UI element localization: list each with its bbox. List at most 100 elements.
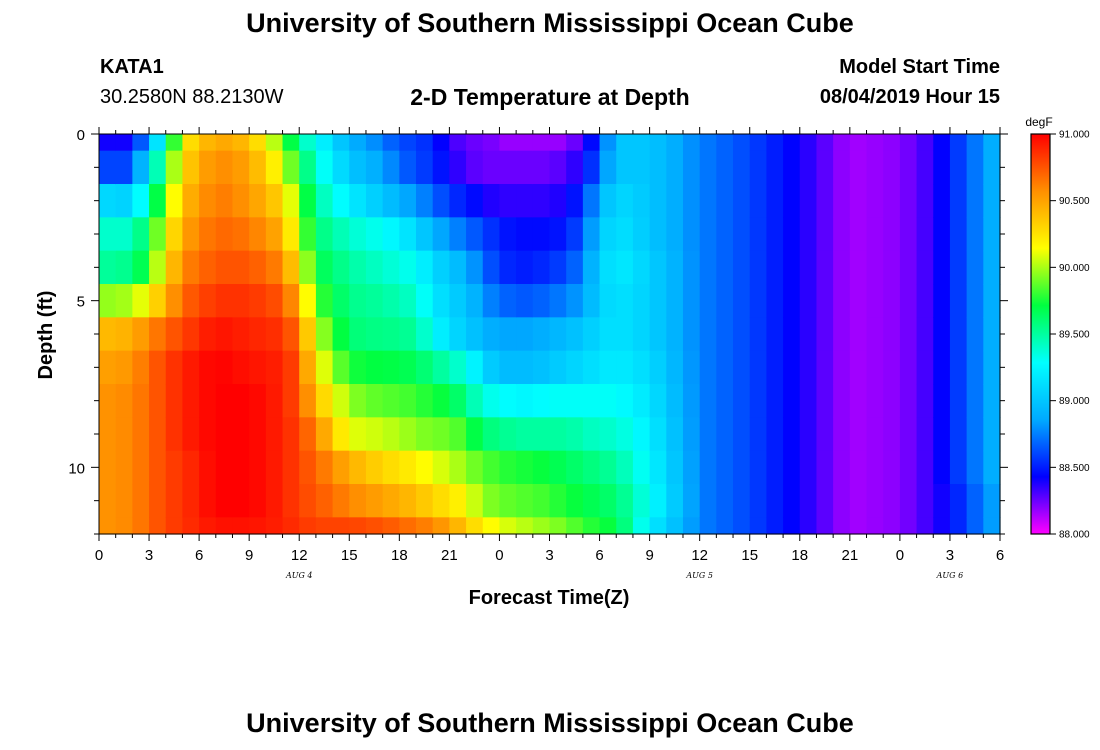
heatmap-cell <box>733 217 751 252</box>
heatmap-cell <box>132 250 150 285</box>
heatmap-cell <box>716 184 734 218</box>
heatmap-cell <box>766 134 784 152</box>
heatmap-cell <box>249 284 267 318</box>
heatmap-cell <box>265 417 284 452</box>
heatmap-cell <box>449 134 467 152</box>
heatmap-cell <box>516 184 534 218</box>
heatmap-cell <box>466 184 484 218</box>
heatmap-cell <box>215 384 234 418</box>
heatmap-cell <box>816 417 834 452</box>
heatmap-cell <box>916 134 934 152</box>
heatmap-cell <box>432 134 450 152</box>
heatmap-cell <box>466 150 484 185</box>
heatmap-cell <box>182 217 200 252</box>
heatmap-cell <box>799 150 818 185</box>
heatmap-cell <box>532 284 551 318</box>
heatmap-cell <box>899 284 918 318</box>
heatmap-cell <box>649 134 667 152</box>
heatmap-cell <box>883 250 901 285</box>
heatmap-cell <box>666 417 684 452</box>
heatmap-cell <box>249 250 267 285</box>
heatmap-cell <box>416 284 434 318</box>
heatmap-cell <box>883 384 901 418</box>
heatmap-cell <box>99 134 117 152</box>
heatmap-cell <box>966 217 984 252</box>
heatmap-cell <box>299 517 317 535</box>
heatmap-cell <box>766 317 784 352</box>
heatmap-cell <box>549 450 567 485</box>
heatmap-cell <box>365 517 384 535</box>
heatmap-cell <box>933 317 951 352</box>
heatmap-cell <box>632 134 651 152</box>
heatmap-cell <box>966 317 984 352</box>
heatmap-cell <box>816 517 834 535</box>
heatmap-cell <box>215 350 234 385</box>
x-axis-title: Forecast Time(Z) <box>469 587 630 609</box>
heatmap-cell <box>599 150 617 185</box>
heatmap-cell <box>99 450 117 485</box>
heatmap-cell <box>649 184 667 218</box>
heatmap-cell <box>382 484 400 518</box>
heatmap-cell <box>432 184 450 218</box>
heatmap-cell <box>349 317 367 352</box>
heatmap-cell <box>499 184 517 218</box>
heatmap-cell <box>449 250 467 285</box>
heatmap-cell <box>682 417 701 452</box>
heatmap-cell <box>182 250 200 285</box>
heatmap-cell <box>716 350 734 385</box>
heatmap-cell <box>499 450 517 485</box>
heatmap-cell <box>199 450 217 485</box>
heatmap-cell <box>399 384 417 418</box>
heatmap-cell <box>466 384 484 418</box>
heatmap-cell <box>482 417 501 452</box>
heatmap-cell <box>749 184 768 218</box>
heatmap-cell <box>315 150 334 185</box>
heatmap-cell <box>849 317 868 352</box>
heatmap-cell <box>532 317 551 352</box>
heatmap-cell <box>365 250 384 285</box>
heatmap-cell <box>849 284 868 318</box>
heatmap-cell <box>783 150 801 185</box>
heatmap-cell <box>766 284 784 318</box>
heatmap-cell <box>532 384 551 418</box>
heatmap-cell <box>466 284 484 318</box>
heatmap-cell <box>265 284 284 318</box>
heatmap-cell <box>983 250 1001 285</box>
y-tick-label: 0 <box>77 127 85 144</box>
heatmap-cells <box>99 134 1001 535</box>
heatmap-cell <box>983 417 1001 452</box>
heatmap-cell <box>699 484 717 518</box>
heatmap-cell <box>783 284 801 318</box>
heatmap-cell <box>99 250 117 285</box>
heatmap-cell <box>966 517 984 535</box>
heatmap-cell <box>949 150 968 185</box>
heatmap-cell <box>632 184 651 218</box>
heatmap-cell <box>566 217 584 252</box>
heatmap-cell <box>549 284 567 318</box>
heatmap-cell <box>516 417 534 452</box>
heatmap-cell <box>466 217 484 252</box>
heatmap-cell <box>232 484 250 518</box>
heatmap-cell <box>666 484 684 518</box>
heatmap-cell <box>582 517 601 535</box>
heatmap-cell <box>983 350 1001 385</box>
heatmap-cell <box>549 484 567 518</box>
heatmap-cell <box>115 150 133 185</box>
heatmap-cell <box>949 217 968 252</box>
heatmap-cell <box>949 184 968 218</box>
heatmap-cell <box>566 184 584 218</box>
heatmap-cell <box>532 517 551 535</box>
heatmap-cell <box>516 217 534 252</box>
date-label: AUG 6 <box>936 571 964 580</box>
heatmap-cell <box>482 150 501 185</box>
heatmap-cell <box>816 217 834 252</box>
heatmap-cell <box>799 450 818 485</box>
y-axis-title: Depth (ft) <box>35 291 57 380</box>
station-coordinates: 30.2580N 88.2130W <box>100 86 284 108</box>
heatmap-cell <box>449 450 467 485</box>
x-tick-label: 0 <box>95 547 103 564</box>
heatmap-cell <box>282 484 300 518</box>
heatmap-cell <box>599 384 617 418</box>
heatmap-cell <box>282 150 300 185</box>
heatmap-cell <box>516 284 534 318</box>
